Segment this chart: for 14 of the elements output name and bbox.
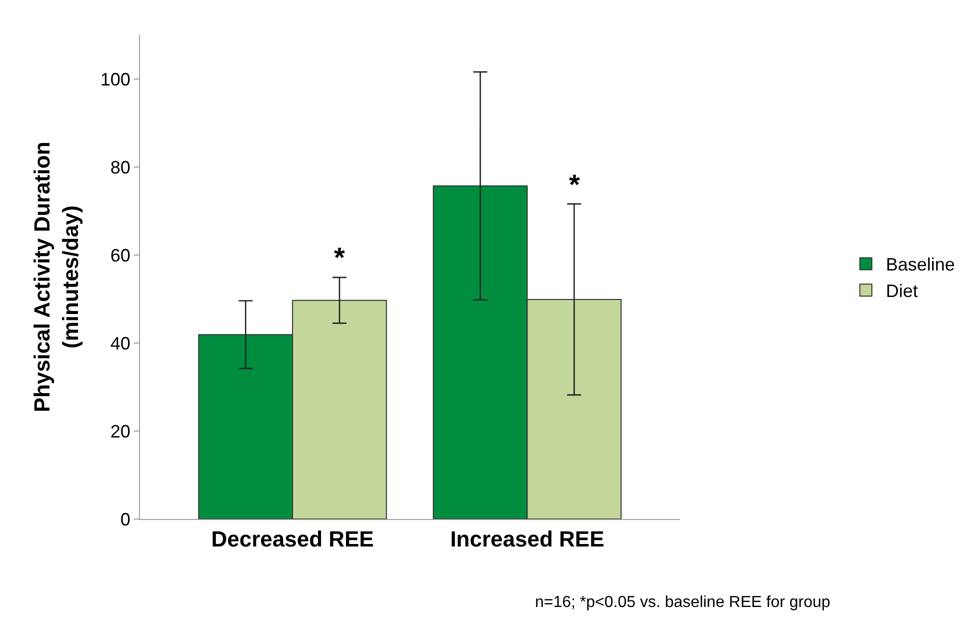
- text: n=16; *p<0.05 vs. baseline REE for group: [535, 594, 830, 611]
- annotation: *: [334, 242, 345, 273]
- legend-label: Diet: [886, 281, 918, 302]
- annotation: *: [569, 169, 580, 200]
- x-tick-label: Decreased REE: [211, 526, 374, 552]
- y-tick-label: 40: [110, 333, 130, 354]
- y-tick-label: 0: [120, 509, 130, 530]
- y-axis-title: Physical Activity Duration (minutes/day): [30, 142, 84, 412]
- y-tick-label: 80: [110, 157, 130, 178]
- y-tick-label: 60: [110, 245, 130, 266]
- y-tick-label: 100: [100, 69, 130, 90]
- legend-label: Baseline: [886, 254, 955, 275]
- y-tick-label: 20: [110, 421, 130, 442]
- x-tick-label: Increased REE: [450, 526, 604, 552]
